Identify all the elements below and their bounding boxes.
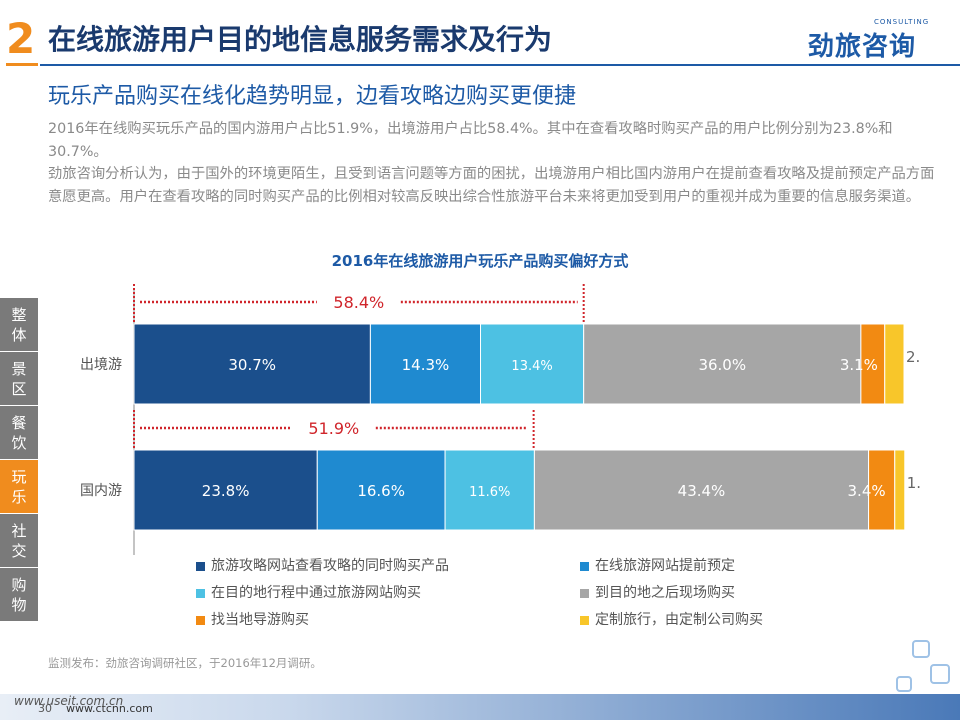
legend-label: 旅游攻略网站查看攻略的同时购买产品 <box>211 558 449 574</box>
logo-sub-text: CONSULTING <box>874 18 930 26</box>
bar-segment <box>133 449 318 531</box>
subtitle: 玩乐产品购买在线化趋势明显，边看攻略边购买更便捷 <box>48 84 577 109</box>
decor-square <box>896 676 912 692</box>
data-label: 1.3% <box>907 474 920 492</box>
body-paragraph-2: 劲旅咨询分析认为，由于国外的环境更陌生，且受到语言问题等方面的困扰，出境游用户相… <box>48 166 935 205</box>
source-note: 监测发布：劲旅咨询调研社区，于2016年12月调研。 <box>48 656 322 670</box>
bar-segment <box>369 323 482 405</box>
logo-main-text: 劲旅咨询 <box>808 32 917 62</box>
footer-watermark: www.useit.com.cn <box>14 694 124 708</box>
bar-segment <box>316 449 446 531</box>
stacked-bar-chart: 出境游 30.7% 14.3% 13.4% 36.0% 3.1% 2.5% 58.4% 国内游 2… <box>80 284 920 555</box>
data-label: 11.6% <box>469 485 510 500</box>
data-label: 14.3% <box>402 356 450 374</box>
section-number-underline <box>6 63 38 66</box>
legend-item: 在目的地行程中通过旅游网站购买 <box>196 582 421 602</box>
data-label: 2.5% <box>906 348 920 366</box>
footer-site-url: www.ctcnn.com <box>66 702 153 715</box>
body-text: 2016年在线购买玩乐产品的国内游用户占比51.9%，出境游用户占比58.4%。… <box>48 118 938 208</box>
category-label: 国内游 <box>80 483 122 499</box>
legend-swatch <box>580 588 589 598</box>
legend-label: 定制旅行，由定制公司购买 <box>595 612 763 628</box>
page-title: 在线旅游用户目的地信息服务需求及行为 <box>48 23 553 56</box>
category-label: 出境游 <box>80 357 122 373</box>
chart-title: 2016年在线旅游用户玩乐产品购买偏好方式 <box>331 252 629 270</box>
bar-segment <box>444 449 535 531</box>
side-tabs: 整体景区餐饮玩乐社交购物 <box>0 298 40 622</box>
bar-segment <box>894 449 906 531</box>
bar-segment <box>533 449 870 531</box>
data-label: 16.6% <box>357 482 405 500</box>
side-tab[interactable]: 整体 <box>0 298 38 351</box>
side-tab[interactable]: 社交 <box>0 514 38 567</box>
legend-swatch <box>196 588 205 598</box>
side-tab[interactable]: 购物 <box>0 568 38 621</box>
legend-item: 旅游攻略网站查看攻略的同时购买产品 <box>196 555 449 575</box>
legend-item: 定制旅行，由定制公司购买 <box>580 609 763 629</box>
legend-item: 找当地导游购买 <box>196 609 309 629</box>
side-tab[interactable]: 景区 <box>0 352 38 405</box>
data-label: 3.4% <box>848 482 886 500</box>
legend-label: 到目的地之后现场购买 <box>595 585 735 601</box>
title-divider <box>40 64 960 66</box>
annotation-label: 51.9% <box>308 419 359 438</box>
section-number: 2 <box>6 14 36 63</box>
footer-band <box>0 694 960 720</box>
logo: 劲旅咨询 CONSULTING <box>808 18 948 62</box>
page-number: 30 <box>38 702 52 715</box>
legend-swatch <box>580 615 589 625</box>
legend-item: 到目的地之后现场购买 <box>580 582 735 602</box>
legend-swatch <box>580 561 589 571</box>
annotation-label: 58.4% <box>333 293 384 312</box>
legend-swatch <box>196 615 205 625</box>
legend-label: 在线旅游网站提前预定 <box>595 558 735 574</box>
bar-segment <box>133 323 371 405</box>
bar-segment <box>884 323 905 405</box>
data-label: 30.7% <box>228 356 276 374</box>
data-label: 23.8% <box>202 482 250 500</box>
data-label: 43.4% <box>678 482 726 500</box>
decor-square <box>912 640 930 658</box>
side-tab[interactable]: 餐饮 <box>0 406 38 459</box>
side-tab[interactable]: 玩乐 <box>0 460 38 513</box>
legend-label: 在目的地行程中通过旅游网站购买 <box>211 585 421 601</box>
legend-item: 在线旅游网站提前预定 <box>580 555 735 575</box>
data-label: 3.1% <box>840 356 878 374</box>
legend-swatch <box>196 561 205 571</box>
data-label: 36.0% <box>698 356 746 374</box>
body-paragraph-1: 2016年在线购买玩乐产品的国内游用户占比51.9%，出境游用户占比58.4%。… <box>48 121 893 160</box>
bar-segment <box>480 323 585 405</box>
decor-square <box>930 664 950 684</box>
legend-label: 找当地导游购买 <box>211 612 309 628</box>
data-label: 13.4% <box>511 359 552 374</box>
